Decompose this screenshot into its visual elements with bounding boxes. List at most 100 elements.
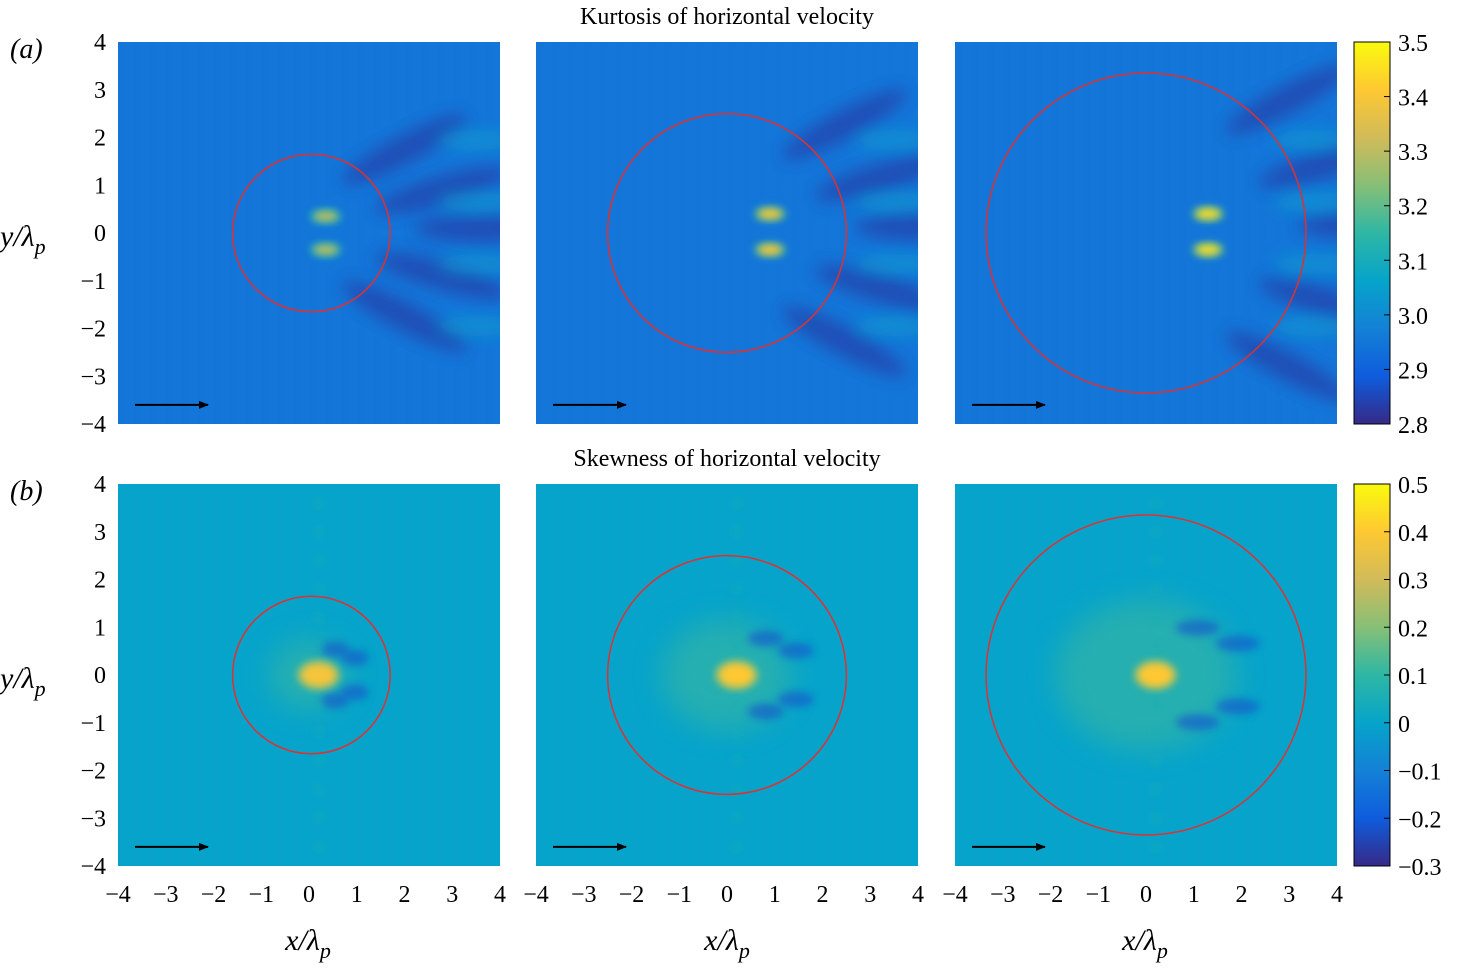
- field-striation: [616, 484, 623, 866]
- field-striation: [568, 42, 575, 424]
- wake-ripple: [1273, 191, 1337, 212]
- field-striation: [616, 42, 623, 424]
- peak-mark: [300, 663, 337, 687]
- field-striation: [1003, 484, 1010, 866]
- field-striation: [744, 42, 751, 424]
- field-striation: [904, 484, 911, 866]
- field-striation: [664, 42, 671, 424]
- field-striation: [358, 42, 365, 424]
- wake-ray: [815, 265, 918, 313]
- wake-ray: [375, 252, 500, 300]
- wake-ripple: [854, 191, 918, 212]
- field-striation: [648, 42, 655, 424]
- panel-field-1-2: [955, 484, 1337, 866]
- panel-0-1: [536, 42, 918, 424]
- panel-1-1: [536, 484, 918, 866]
- field-striation: [712, 42, 719, 424]
- skew-dot: [313, 755, 324, 766]
- field-striation: [1147, 42, 1154, 424]
- field-striation: [987, 484, 994, 866]
- y-tick-label: 0: [94, 221, 106, 247]
- field-striation: [1003, 42, 1010, 424]
- skew-dot: [1150, 498, 1161, 509]
- field-striation: [552, 42, 559, 424]
- field-striation: [840, 484, 847, 866]
- field-striation: [584, 42, 591, 424]
- wake-ripple: [854, 316, 918, 337]
- panel-field-1-0: [118, 484, 500, 866]
- field-striation: [696, 42, 703, 424]
- wake-ray: [342, 114, 467, 185]
- panel-0-2: [955, 42, 1337, 424]
- field-striation: [358, 484, 365, 866]
- x-tick-label: −4: [523, 882, 549, 908]
- field-striation: [1163, 42, 1170, 424]
- skew-dot: [731, 698, 742, 709]
- peak-mark: [718, 663, 755, 687]
- field-striation: [134, 484, 141, 866]
- wake-ray: [782, 306, 907, 377]
- skew-dot: [1150, 526, 1161, 537]
- field-striation: [808, 42, 815, 424]
- field-striation: [310, 42, 317, 424]
- wake-ripple: [436, 191, 500, 212]
- field-striation: [118, 42, 125, 424]
- peak-mark: [313, 211, 338, 222]
- x-tick-label: −4: [942, 882, 968, 908]
- skew-dot: [731, 555, 742, 566]
- field-striation: [1243, 42, 1250, 424]
- field-striation: [342, 42, 349, 424]
- field-striation: [454, 484, 461, 866]
- field-striation: [1259, 42, 1266, 424]
- skew-dark-lobe: [747, 630, 784, 647]
- field-striation: [1131, 42, 1138, 424]
- skew-dot: [313, 727, 324, 738]
- wake-ray: [1298, 212, 1337, 238]
- colorbar-1: [1353, 483, 1391, 867]
- skew-dark-lobe: [320, 692, 349, 709]
- skew-dot: [731, 784, 742, 795]
- field-striation: [214, 42, 221, 424]
- x-tick-label: 2: [399, 882, 411, 908]
- field-striation: [214, 484, 221, 866]
- skew-dot: [731, 813, 742, 824]
- field-striation: [971, 484, 978, 866]
- colorbar-tick-label: 3.3: [1398, 140, 1428, 166]
- y-tick-label: 4: [94, 30, 106, 56]
- region-circle: [231, 595, 391, 755]
- wake-ripple: [1273, 316, 1337, 337]
- x-tick-label: 3: [446, 882, 458, 908]
- x-axis-label-2: x/λp: [703, 924, 750, 963]
- wake-ripple: [854, 254, 918, 275]
- field-striation: [888, 484, 895, 866]
- x-tick-label: −2: [1038, 882, 1064, 908]
- peak-mark: [1196, 208, 1221, 219]
- field-striation: [182, 42, 189, 424]
- wake-ripple: [1273, 254, 1337, 275]
- field-striation: [824, 484, 831, 866]
- skew-dot: [313, 526, 324, 537]
- skew-dot: [313, 698, 324, 709]
- y-tick-label: 1: [94, 615, 106, 641]
- skew-dot: [1150, 612, 1161, 623]
- y-tick-label: 2: [94, 126, 106, 152]
- field-striation: [1051, 484, 1058, 866]
- x-tick-label: 1: [1188, 882, 1200, 908]
- x-axis-label-1: x/λp: [284, 924, 331, 963]
- y-axis-label-a: y/λp: [0, 220, 46, 259]
- skew-dot: [1150, 641, 1161, 652]
- skew-dark-lobe: [777, 642, 814, 659]
- field-striation: [1051, 42, 1058, 424]
- field-striation: [824, 42, 831, 424]
- x-tick-label: 0: [1140, 882, 1152, 908]
- colorbar-tick-label: 3.0: [1398, 304, 1428, 330]
- y-tick-label: 1: [94, 173, 106, 199]
- field-striation: [1259, 484, 1266, 866]
- field-striation: [198, 484, 205, 866]
- field-striation: [230, 42, 237, 424]
- field-striation: [955, 484, 962, 866]
- skew-dot: [1150, 841, 1161, 852]
- x-tick-label: 1: [351, 882, 363, 908]
- panel-field-0-1: [536, 42, 918, 424]
